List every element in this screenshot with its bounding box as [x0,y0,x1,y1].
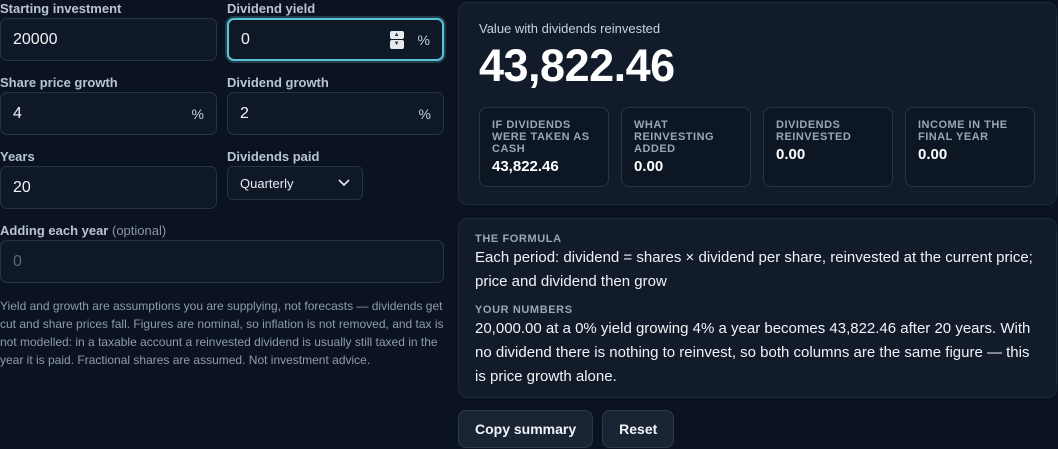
spin-down-icon[interactable]: ▼ [389,40,404,49]
years-value: 20 [13,178,31,196]
dividend-growth-input[interactable]: 2 % [227,92,444,135]
dividends-paid-label: Dividends paid [227,149,320,164]
starting-investment-input[interactable]: 20000 [0,18,217,61]
final-year-income-card: INCOME IN THE FINAL YEAR 0.00 [905,107,1035,187]
result-value: 43,822.46 [479,40,675,91]
result-cards: IF DIVIDENDS WERE TAKEN AS CASH 43,822.4… [479,107,1035,187]
share-price-growth-value: 4 [13,104,22,122]
formula-label: THE FORMULA [475,233,562,245]
copy-summary-button[interactable]: Copy summary [458,410,594,448]
card-value: 0.00 [918,146,948,163]
percent-unit: % [191,105,204,122]
card-value: 0.00 [776,146,806,163]
formula-panel: THE FORMULA Each period: dividend = shar… [458,218,1057,398]
dividends-reinvested-card: DIVIDENDS REINVESTED 0.00 [763,107,893,187]
card-value: 0.00 [634,158,664,175]
your-numbers-text: 20,000.00 at a 0% yield growing 4% a yea… [475,320,1031,385]
share-price-growth-input[interactable]: 4 % [0,92,217,135]
adding-each-year-label: Adding each year (optional) [0,222,444,240]
dividend-yield-input[interactable]: 0 ▲ ▼ % [227,18,444,61]
starting-investment-label: Starting investment [0,1,122,16]
dividend-growth-value: 2 [240,104,249,122]
years-label: Years [0,149,35,164]
card-label: IF DIVIDENDS WERE TAKEN AS CASH [492,119,590,155]
dividend-growth-label: Dividend growth [227,75,329,90]
percent-unit: % [417,31,430,48]
dividend-yield-value: 0 [241,30,250,48]
starting-investment-value: 20000 [13,30,58,48]
optional-hint: (optional) [112,223,167,238]
adding-each-year-input[interactable]: 0 [0,240,444,283]
number-spinner[interactable]: ▲ ▼ [389,30,404,49]
card-label: WHAT REINVESTING ADDED [634,119,715,155]
cash-dividends-card: IF DIVIDENDS WERE TAKEN AS CASH 43,822.4… [479,107,609,187]
share-price-growth-label: Share price growth [0,75,118,90]
action-buttons: Copy summary Reset [458,410,675,448]
spin-up-icon[interactable]: ▲ [389,30,404,39]
years-input[interactable]: 20 [0,166,217,209]
card-label: DIVIDENDS REINVESTED [776,119,852,143]
chevron-down-icon [338,179,350,187]
dividends-paid-select[interactable]: Quarterly [227,166,363,200]
reset-button[interactable]: Reset [602,410,675,448]
reinvesting-added-card: WHAT REINVESTING ADDED 0.00 [621,107,751,187]
dividend-yield-label: Dividend yield [227,1,316,16]
result-label: Value with dividends reinvested [479,21,661,36]
result-panel: Value with dividends reinvested 43,822.4… [458,2,1057,205]
dividends-paid-value: Quarterly [240,175,294,191]
percent-unit: % [418,105,431,122]
card-label: INCOME IN THE FINAL YEAR [918,119,1008,143]
adding-each-year-label-text: Adding each year [0,223,109,238]
adding-each-year-placeholder: 0 [13,252,22,270]
card-value: 43,822.46 [492,158,559,175]
formula-text: Each period: dividend = shares × dividen… [475,249,1033,290]
assumptions-note: Yield and growth are assumptions you are… [0,299,444,367]
your-numbers-label: YOUR NUMBERS [475,304,573,316]
input-form: Starting investment 20000 Dividend yield… [0,0,444,369]
